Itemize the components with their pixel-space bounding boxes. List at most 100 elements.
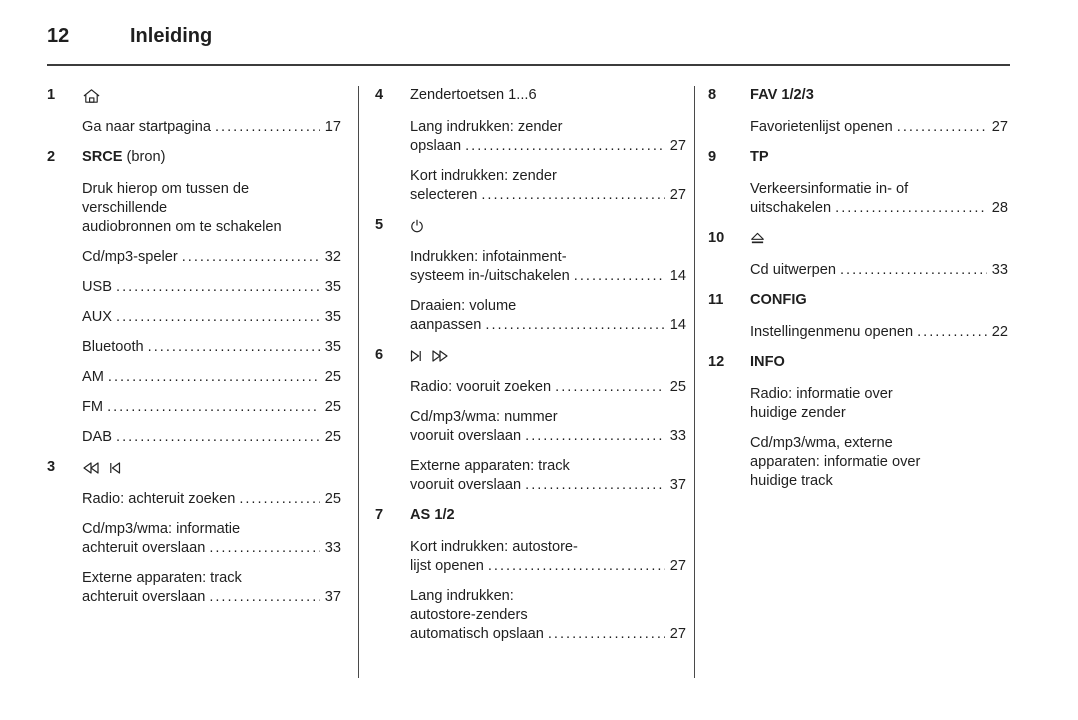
item-number: 10 xyxy=(708,230,725,246)
index-item-12: 12 INFO Radio: informatie over huidige z… xyxy=(708,353,1008,502)
entry-page-number: 25 xyxy=(324,399,341,415)
index-item-3: 3 Radio: achteruit zoeken 25 xyxy=(47,458,341,618)
dot-leader xyxy=(148,338,320,357)
column-2: 4 Zendertoetsen 1...6 Lang indrukken: ze… xyxy=(358,86,686,678)
entry-page-number: 37 xyxy=(324,589,341,605)
toc-entry: FM 25 xyxy=(82,398,341,417)
item-number: 2 xyxy=(47,149,56,165)
entry-text: Instellingenmenu openen xyxy=(750,324,914,340)
item-number: 3 xyxy=(47,459,56,475)
toc-entry: Cd/mp3/wma: informatie achteruit oversla… xyxy=(82,520,341,558)
entry-page-number: 17 xyxy=(324,119,341,135)
entry-page-number: 37 xyxy=(669,477,686,493)
button-label: TP xyxy=(750,149,769,165)
toc-entry: Kort indrukken: zender selecteren 27 xyxy=(410,167,686,205)
dot-leader xyxy=(548,625,665,644)
dot-leader xyxy=(465,137,665,156)
entry-page-number: 27 xyxy=(669,138,686,154)
dot-leader xyxy=(239,490,319,509)
entry-page-number: 32 xyxy=(324,249,341,265)
button-label: INFO xyxy=(750,354,785,370)
index-item-7: 7 AS 1/2 Kort indrukken: autostore- lijs… xyxy=(375,506,686,655)
toc-entry: Cd/mp3-speler 32 xyxy=(82,248,341,267)
item-number: 6 xyxy=(375,347,384,363)
item-number: 4 xyxy=(375,87,384,103)
toc-entry: Kort indrukken: autostore- lijst openen … xyxy=(410,538,686,576)
index-item-1: 1 Ga naar startpagina 17 xyxy=(47,86,341,148)
home-icon xyxy=(83,88,100,103)
entry-text: Cd/mp3/wma, externe apparaten: informati… xyxy=(750,435,921,489)
toc-entry: Cd/mp3/wma, externe apparaten: informati… xyxy=(750,434,1008,491)
item-number: 12 xyxy=(708,354,725,370)
toc-entry: Externe apparaten: track achteruit overs… xyxy=(82,569,341,607)
fast-forward-icon xyxy=(432,349,448,362)
entry-page-number: 27 xyxy=(669,558,686,574)
item-heading: TP xyxy=(750,148,1008,167)
toc-entry: AM 25 xyxy=(82,368,341,387)
dot-leader xyxy=(209,588,319,607)
index-item-11: 11 CONFIG Instellingenmenu openen 22 xyxy=(708,291,1008,353)
index-item-4: 4 Zendertoetsen 1...6 Lang indrukken: ze… xyxy=(375,86,686,216)
column-3: 8 FAV 1/2/3 Favorietenlijst openen 27 9 xyxy=(694,86,1008,678)
entry-page-number: 27 xyxy=(669,626,686,642)
dot-leader xyxy=(481,186,664,205)
toc-entry: Favorietenlijst openen 27 xyxy=(750,118,1008,137)
entry-text: Radio: achteruit zoeken xyxy=(82,491,236,507)
button-label-note: (bron) xyxy=(126,149,166,165)
toc-entry: Druk hierop om tussen de verschillende a… xyxy=(82,180,341,237)
entry-text: USB xyxy=(82,279,113,295)
entry-text: achteruit overslaan xyxy=(82,540,206,556)
entry-text: uitschakelen xyxy=(750,200,832,216)
entry-text: Cd/mp3/wma: informatie xyxy=(82,521,241,537)
entry-text: selecteren xyxy=(410,187,478,203)
dot-leader xyxy=(840,261,987,280)
toc-entry: Radio: achteruit zoeken 25 xyxy=(82,490,341,509)
dot-leader xyxy=(574,267,665,286)
item-heading xyxy=(82,458,341,477)
toc-entry: Ga naar startpagina 17 xyxy=(82,118,341,137)
entry-text: Kort indrukken: autostore- xyxy=(410,539,578,555)
entry-page-number: 33 xyxy=(324,540,341,556)
entry-text: FM xyxy=(82,399,104,415)
index-item-6: 6 Radio: vooruit zoeken 25 xyxy=(375,346,686,506)
toc-entry: Radio: vooruit zoeken 25 xyxy=(410,378,686,397)
item-number: 9 xyxy=(708,149,717,165)
item-number: 7 xyxy=(375,507,384,523)
item-heading xyxy=(750,229,1008,248)
dot-leader xyxy=(108,368,320,387)
item-number: 11 xyxy=(708,292,724,308)
entry-text: Lang indrukken: zender xyxy=(410,119,563,135)
toc-entry: Verkeersinformatie in- of uitschakelen 2… xyxy=(750,180,1008,218)
entry-text: Bluetooth xyxy=(82,339,144,355)
toc-entry: Bluetooth 35 xyxy=(82,338,341,357)
entry-page-number: 25 xyxy=(324,491,341,507)
item-heading: FAV 1/2/3 xyxy=(750,86,1008,105)
entry-text: Draaien: volume xyxy=(410,298,517,314)
toc-entry: Radio: informatie over huidige zender xyxy=(750,385,1008,423)
item-heading: Zendertoetsen 1...6 xyxy=(410,86,686,105)
toc-entry: Indrukken: infotainment- systeem in-/uit… xyxy=(410,248,686,286)
entry-text: Cd/mp3/wma: nummer xyxy=(410,409,558,425)
item-heading xyxy=(82,86,341,105)
column-1: 1 Ga naar startpagina 17 2 xyxy=(47,86,341,678)
eject-icon xyxy=(751,232,764,244)
entry-page-number: 27 xyxy=(669,187,686,203)
item-heading xyxy=(410,216,686,235)
dot-leader xyxy=(555,378,665,397)
entry-text: Cd/mp3-speler xyxy=(82,249,178,265)
entry-page-number: 22 xyxy=(991,324,1008,340)
entry-text: AM xyxy=(82,369,104,385)
entry-text: achteruit overslaan xyxy=(82,589,206,605)
toc-entry: AUX 35 xyxy=(82,308,341,327)
entry-text: Cd uitwerpen xyxy=(750,262,836,278)
entry-text: Druk hierop om tussen de verschillende a… xyxy=(82,181,282,235)
item-number: 1 xyxy=(47,87,56,103)
entry-text: Externe apparaten: track xyxy=(82,570,242,586)
dot-leader xyxy=(116,428,320,447)
entry-page-number: 33 xyxy=(669,428,686,444)
dot-leader xyxy=(525,427,665,446)
item-heading: AS 1/2 xyxy=(410,506,686,525)
item-number: 5 xyxy=(375,217,384,233)
entry-text: vooruit overslaan xyxy=(410,477,522,493)
entry-text: automatisch opslaan xyxy=(410,626,544,642)
